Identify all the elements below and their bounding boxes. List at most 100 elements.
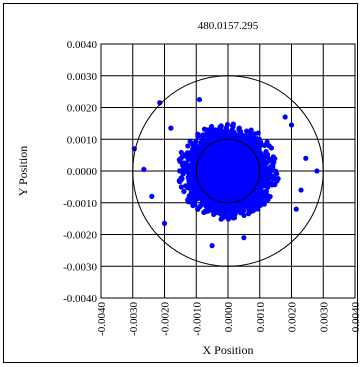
y-tick-label: 0.0040 (67, 39, 98, 51)
y-tick-labels: 0.00400.00300.00200.00100.0000-0.0010-0.… (63, 39, 97, 305)
x-tick-label: -0.0010 (191, 302, 203, 336)
data-point (236, 201, 242, 207)
data-point (217, 158, 224, 165)
data-point (272, 182, 278, 188)
data-point (247, 194, 254, 200)
data-point (213, 189, 219, 195)
data-point (189, 161, 195, 167)
y-tick-label: -0.0030 (63, 261, 97, 273)
chart-frame: 480.0157.295 -0.0040 -0.0030 -0.0020 -0.001… (3, 3, 359, 363)
data-point (258, 185, 264, 191)
data-point (209, 169, 215, 176)
data-point (219, 134, 225, 140)
data-point (197, 185, 203, 191)
y-tick-label: 0.0030 (67, 71, 98, 83)
y-tick-label: 0.0010 (67, 134, 98, 146)
data-point-outlier (314, 168, 320, 174)
data-point (237, 162, 243, 168)
data-point (224, 177, 230, 183)
data-point (263, 172, 269, 178)
data-point (204, 150, 211, 156)
y-tick-label: 0.0020 (67, 103, 98, 115)
data-point (207, 156, 213, 162)
data-point (185, 174, 191, 180)
data-point (246, 211, 252, 217)
data-point (208, 123, 215, 130)
data-point (241, 212, 247, 219)
data-point-outlier (149, 193, 155, 199)
data-points (131, 96, 320, 249)
data-point (207, 180, 213, 186)
data-point (259, 163, 265, 169)
data-point (199, 132, 205, 139)
data-point (211, 211, 217, 218)
data-point (254, 189, 260, 195)
data-point (250, 208, 256, 214)
x-tick-label: 0.0020 (287, 302, 299, 333)
data-point (208, 163, 214, 170)
data-point (242, 180, 248, 186)
data-point (266, 143, 272, 149)
data-point (265, 184, 271, 190)
data-point-outlier (298, 187, 304, 193)
data-point (178, 175, 184, 181)
data-point (216, 141, 222, 147)
data-point (193, 179, 199, 185)
data-point (192, 148, 198, 154)
x-axis-label: X Position (202, 343, 253, 357)
data-point-outlier (293, 206, 299, 212)
data-point (232, 142, 238, 149)
data-point (190, 175, 196, 182)
data-point (214, 177, 220, 183)
data-point (225, 216, 232, 222)
data-point-outlier (141, 166, 147, 173)
data-point (248, 127, 254, 133)
plot-border (100, 43, 356, 299)
data-point (178, 149, 184, 156)
data-point (225, 167, 231, 174)
data-point (205, 184, 211, 190)
data-point (188, 189, 194, 196)
data-point-outlier (282, 114, 288, 120)
data-point-outlier (209, 243, 215, 249)
data-point (229, 139, 235, 145)
data-point (232, 183, 238, 190)
data-point (228, 154, 234, 160)
data-point (237, 180, 243, 186)
data-point (267, 193, 273, 200)
data-point (198, 171, 204, 177)
x-tick-label: 0.0010 (255, 302, 267, 333)
data-point-outlier (241, 235, 247, 241)
data-point (241, 151, 247, 157)
data-point (264, 151, 271, 158)
data-point (232, 194, 238, 200)
data-point (272, 156, 278, 162)
data-point (190, 166, 196, 172)
data-point (193, 138, 199, 145)
data-point (261, 142, 268, 148)
data-point-outlier (157, 100, 163, 106)
data-point (207, 205, 213, 211)
scatter-chart: 480.0157.295 -0.0040 -0.0030 -0.0020 -0.001… (16, 20, 359, 357)
data-point-outlier (196, 96, 203, 103)
data-point (202, 141, 208, 147)
data-point (192, 187, 199, 193)
data-point (231, 174, 237, 181)
data-point (223, 153, 229, 159)
data-point (217, 205, 224, 211)
data-point (265, 176, 271, 182)
data-point (196, 148, 203, 154)
chart-title: 480.0157.295 (198, 20, 259, 32)
y-tick-label: -0.0010 (63, 198, 97, 210)
data-point (237, 168, 243, 174)
data-point (186, 195, 192, 201)
reference-circle (132, 75, 324, 267)
data-point (215, 148, 221, 154)
data-point (236, 144, 242, 150)
data-point (236, 126, 242, 132)
data-point-outlier (303, 155, 309, 161)
data-point (248, 154, 254, 160)
data-point (201, 181, 207, 187)
data-point (227, 158, 234, 165)
data-point (251, 177, 257, 184)
